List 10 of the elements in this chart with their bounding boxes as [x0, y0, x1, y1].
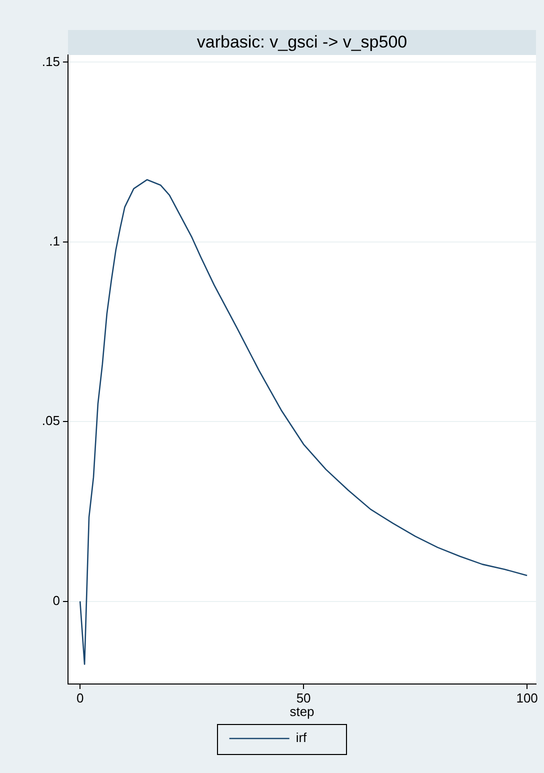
chart-title: varbasic: v_gsci -> v_sp500 — [196, 32, 408, 52]
x-axis-title: step — [290, 704, 314, 719]
x-tick-label: 100 — [516, 690, 538, 706]
x-tick-label: 50 — [296, 690, 311, 706]
legend-label: irf — [296, 730, 308, 746]
y-tick-label: 0 — [52, 592, 60, 608]
y-tick-label: .05 — [42, 413, 60, 428]
y-tick-label: .15 — [42, 54, 60, 69]
y-tick-label: .1 — [49, 233, 60, 248]
x-tick-label: 0 — [76, 690, 84, 706]
